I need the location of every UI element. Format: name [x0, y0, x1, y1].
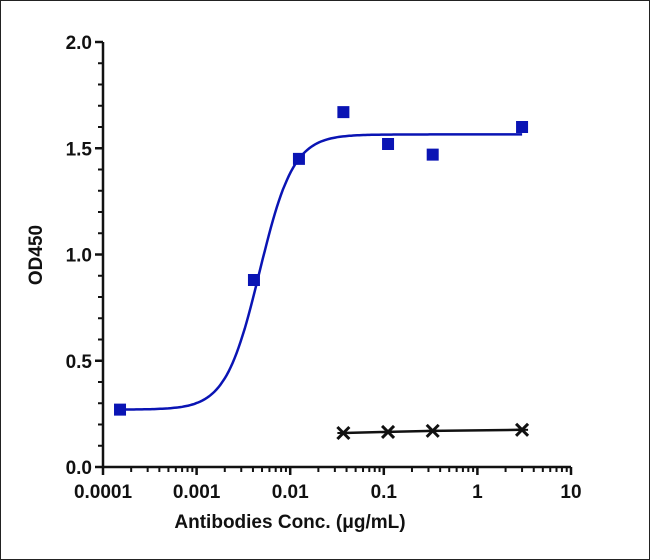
x-tick-label: 10 — [560, 482, 581, 503]
x-tick-label: 1 — [472, 482, 483, 503]
x-tick-label: 0.001 — [173, 482, 221, 503]
data-point-antibody — [114, 403, 127, 416]
data-point-antibody — [292, 152, 305, 165]
data-point-control — [336, 425, 351, 441]
y-axis-title: OD450 — [26, 225, 47, 285]
plot-area — [114, 106, 530, 441]
data-point-control — [514, 422, 530, 437]
y-tick-label: 2.0 — [66, 33, 92, 54]
fit-line-control — [343, 428, 523, 435]
data-point-control — [425, 423, 440, 438]
axes: 0.0 0.5 1.0 1.5 2.0 0.0001 0.001 0.01 0.1 1 10 — [66, 33, 582, 503]
y-tick-label: 0.0 — [66, 458, 92, 479]
fit-curve-antibody — [119, 133, 523, 411]
data-point-antibody — [426, 148, 439, 161]
data-point-antibody — [382, 138, 395, 150]
x-tick-label: 0.1 — [371, 482, 398, 503]
x-axis-title: Antibodies Conc. (μg/mL) — [174, 512, 405, 533]
x-tick-label: 0.01 — [272, 482, 309, 503]
y-tick-label: 1.5 — [66, 139, 93, 160]
y-tick-label: 1.0 — [66, 246, 92, 267]
y-tick-label: 0.5 — [66, 352, 93, 373]
data-point-antibody — [247, 274, 260, 286]
data-point-antibody — [337, 106, 350, 119]
x-tick-label: 0.0001 — [74, 482, 133, 503]
data-point-control — [380, 424, 396, 439]
data-point-antibody — [516, 121, 529, 133]
